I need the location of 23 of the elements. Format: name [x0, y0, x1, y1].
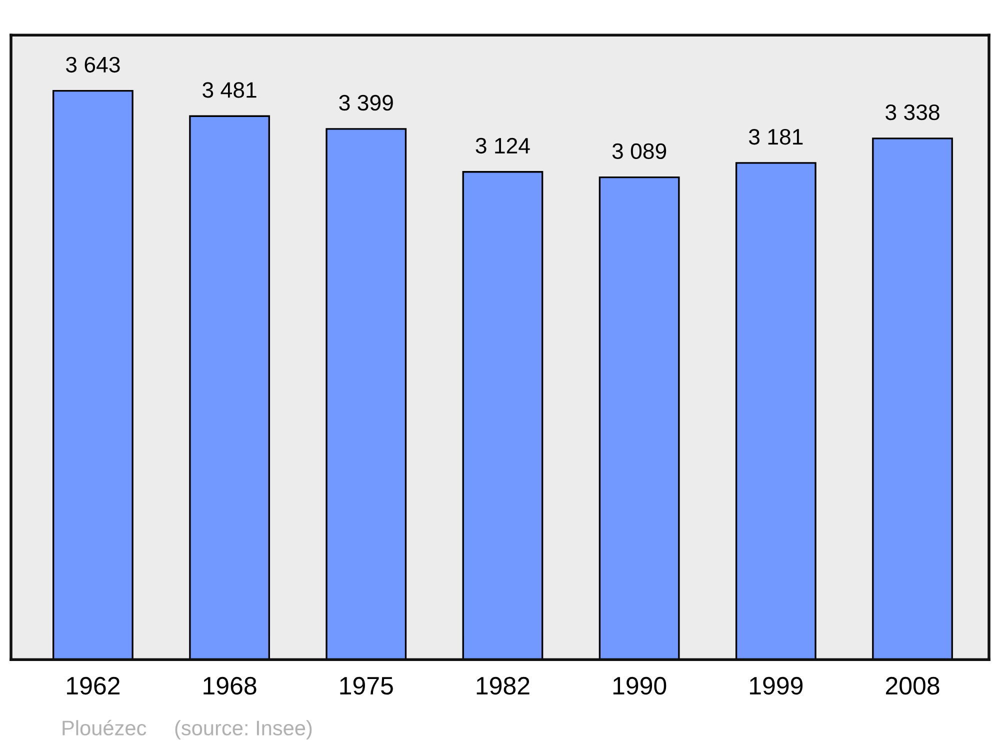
bar — [872, 138, 953, 660]
bar — [189, 115, 270, 660]
data-label: 3 338 — [886, 104, 940, 120]
data-label: 3 399 — [339, 94, 393, 111]
x-tick-label: 1982 — [476, 676, 530, 695]
bar — [462, 171, 544, 660]
data-label: 3 089 — [612, 143, 666, 160]
x-tick-label: 1968 — [204, 676, 256, 695]
x-tick-label: 1962 — [67, 676, 120, 695]
bar — [735, 162, 816, 660]
x-tick-label: 1990 — [613, 676, 666, 695]
bar — [52, 90, 134, 660]
data-label: 3 643 — [66, 56, 120, 73]
x-tick-label: 1999 — [750, 676, 803, 695]
text: Plouézec — [62, 720, 146, 736]
x-tick-label: 2008 — [886, 676, 940, 695]
text: (source: Insee) — [175, 720, 312, 740]
bar — [326, 128, 407, 660]
bar — [598, 176, 680, 660]
data-label: 3 481 — [202, 82, 256, 98]
data-label: 3 124 — [476, 138, 530, 154]
data-label: 3 181 — [748, 128, 803, 145]
x-tick-label: 1975 — [340, 676, 393, 695]
